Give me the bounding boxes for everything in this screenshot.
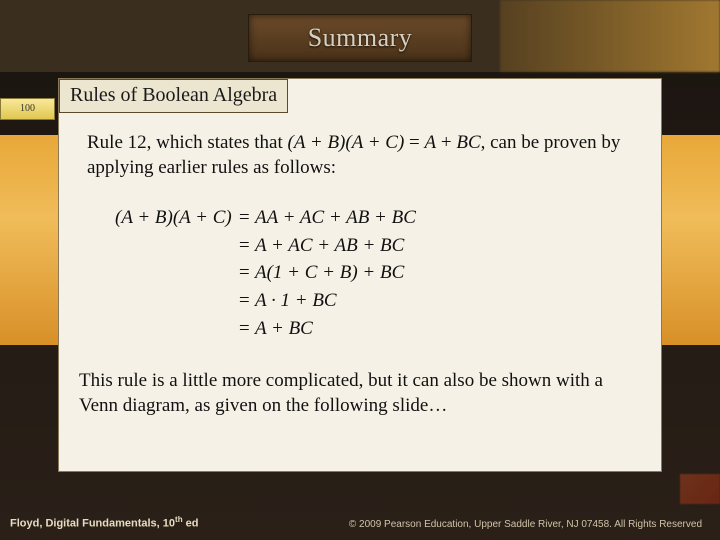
corner-decoration — [680, 474, 720, 504]
proof-line: = A(1 + C + B) + BC — [236, 260, 418, 286]
footer: Floyd, Digital Fundamentals, 10th ed © 2… — [0, 506, 720, 540]
proof-lhs: (A + B)(A + C) — [113, 205, 234, 231]
intro-eq: = — [404, 132, 424, 153]
footer-left-pre: Floyd, Digital Fundamentals, 10 — [10, 518, 175, 530]
proof-row: = A(1 + C + B) + BC — [113, 260, 418, 286]
footer-left-sup: th — [175, 515, 183, 524]
proof-row: (A + B)(A + C) = AA + AC + AB + BC — [113, 205, 418, 231]
yellow-tab: 100 — [0, 98, 55, 120]
subtitle-box: Rules of Boolean Algebra — [59, 79, 288, 113]
proof-line: = A + AC + AB + BC — [236, 233, 418, 259]
proof-line: = A · 1 + BC — [236, 288, 418, 314]
slide: 100 Summary Rules of Boolean Algebra Rul… — [0, 0, 720, 540]
proof-table: (A + B)(A + C) = AA + AC + AB + BC = A +… — [111, 203, 420, 343]
proof-line: = A + BC — [236, 316, 418, 342]
content-panel: Rules of Boolean Algebra Rule 12, which … — [58, 78, 662, 472]
intro-plus: + — [436, 132, 456, 153]
intro-rhs-bc: BC — [456, 132, 480, 153]
subtitle-text: Rules of Boolean Algebra — [70, 84, 277, 106]
intro-lhs: (A + B)(A + C) — [288, 132, 405, 153]
proof-row: = A + BC — [113, 316, 418, 342]
intro-pre: Rule 12, which states that — [87, 132, 288, 153]
title-plate: Summary — [248, 14, 472, 62]
intro-paragraph: Rule 12, which states that (A + B)(A + C… — [87, 131, 637, 180]
proof-row: = A · 1 + BC — [113, 288, 418, 314]
intro-rhs-a: A — [425, 132, 437, 153]
footer-left-post: ed — [183, 518, 199, 530]
proof-row: = A + AC + AB + BC — [113, 233, 418, 259]
footer-right: © 2009 Pearson Education, Upper Saddle R… — [349, 519, 702, 530]
closing-paragraph: This rule is a little more complicated, … — [79, 369, 641, 418]
slide-title: Summary — [308, 23, 413, 53]
proof-block: (A + B)(A + C) = AA + AC + AB + BC = A +… — [111, 203, 420, 343]
proof-line: = AA + AC + AB + BC — [236, 205, 418, 231]
footer-left: Floyd, Digital Fundamentals, 10th ed — [10, 515, 199, 530]
